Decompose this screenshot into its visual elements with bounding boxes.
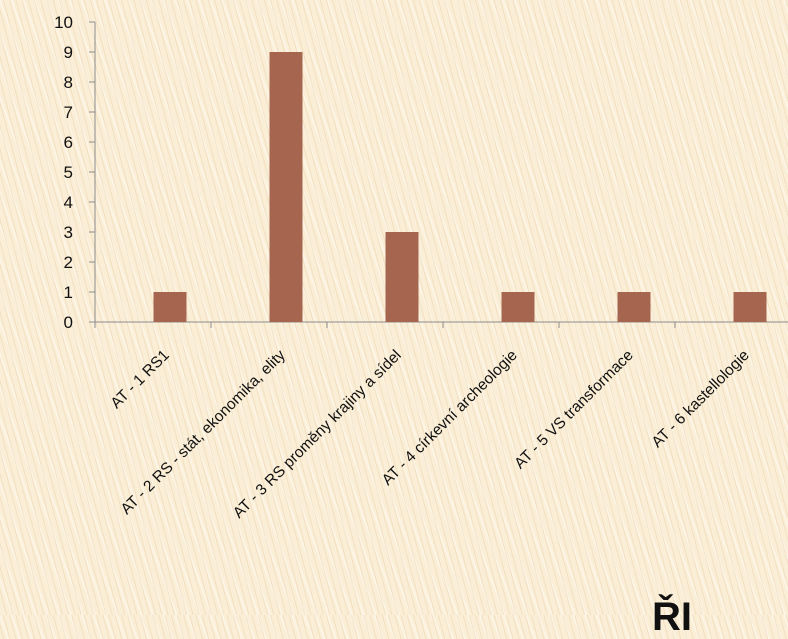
bar <box>269 52 303 322</box>
x-category-label: AT - 5 VS transformace <box>511 347 637 473</box>
y-axis: 0 1 2 3 4 5 6 7 8 9 10 <box>54 13 96 332</box>
y-tick-label: 3 <box>64 223 73 242</box>
y-tick-label: 10 <box>54 13 73 32</box>
y-tick-label: 2 <box>64 253 73 272</box>
bar <box>153 292 187 322</box>
bar <box>501 292 535 322</box>
y-tick-label: 9 <box>64 43 73 62</box>
y-tick-label: 5 <box>64 163 73 182</box>
slide-title-fragment: ŘI <box>652 595 692 639</box>
bar <box>733 292 767 322</box>
y-tick-label: 1 <box>64 283 73 302</box>
y-tick-label: 8 <box>64 73 73 92</box>
bar <box>385 232 419 322</box>
x-category-label: AT - 1 RS1 <box>108 347 173 412</box>
bars <box>153 52 767 322</box>
y-tick-label: 0 <box>64 313 73 332</box>
x-category-label: AT - 6 kastellologie <box>649 347 753 451</box>
x-axis <box>94 321 788 328</box>
bar <box>617 292 651 322</box>
y-tick-label: 7 <box>64 103 73 122</box>
y-tick-label: 4 <box>64 193 73 212</box>
y-tick-label: 6 <box>64 133 73 152</box>
x-category-label: AT - 4 církevní archeologie <box>379 347 521 489</box>
